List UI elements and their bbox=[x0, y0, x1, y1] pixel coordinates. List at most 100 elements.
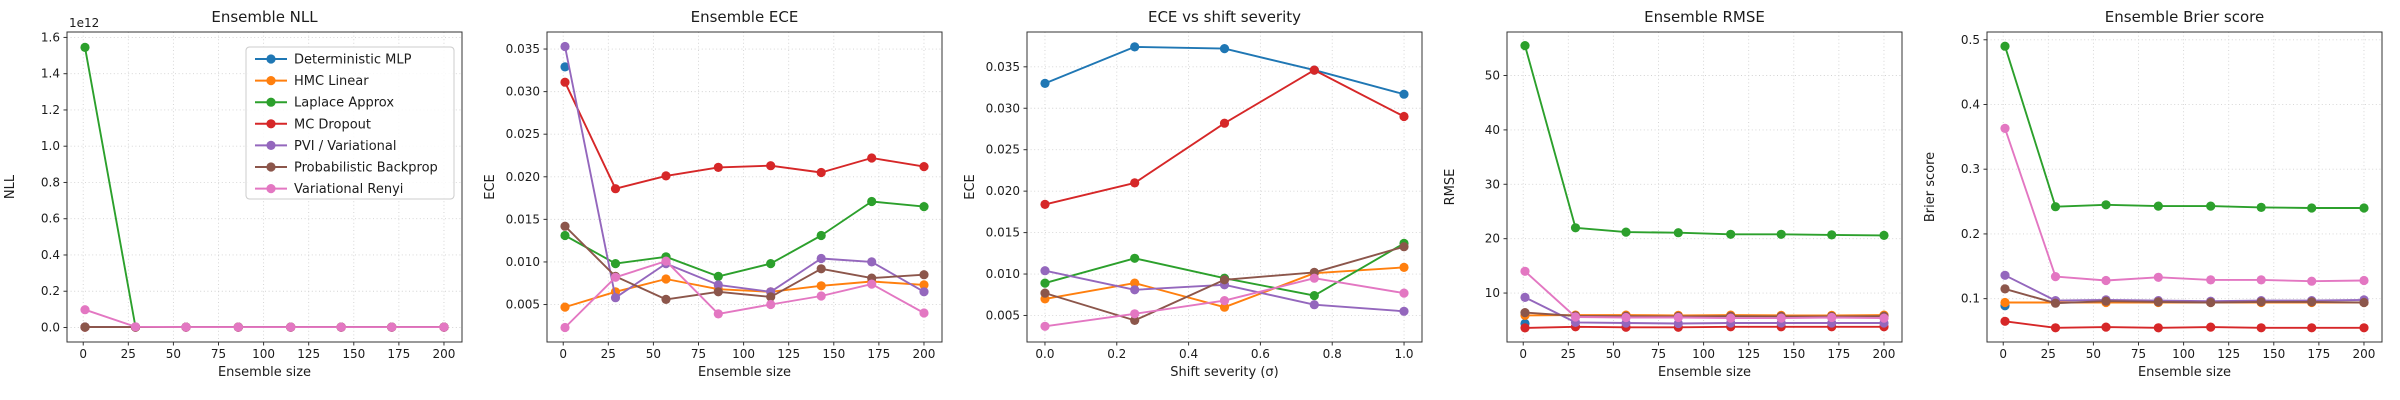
svg-text:50: 50 bbox=[1485, 69, 1500, 83]
y-axis-ticks: 0.005 0.010 0.015 0.020 0.025 0.030 0.035 bbox=[506, 42, 547, 312]
svg-text:200: 200 bbox=[433, 347, 456, 361]
svg-text:25: 25 bbox=[1561, 347, 1576, 361]
data-point-marker bbox=[2359, 323, 2369, 333]
data-point-marker bbox=[1399, 89, 1409, 99]
svg-text:25: 25 bbox=[601, 347, 616, 361]
data-point-marker bbox=[1879, 313, 1889, 323]
svg-text:0.6: 0.6 bbox=[1251, 347, 1270, 361]
data-point-marker bbox=[1520, 41, 1530, 51]
data-point-marker bbox=[2153, 297, 2163, 307]
data-point-marker bbox=[2000, 297, 2010, 308]
svg-text:0.6: 0.6 bbox=[41, 212, 60, 226]
svg-text:150: 150 bbox=[342, 347, 365, 361]
data-point-marker bbox=[1040, 199, 1050, 209]
y-axis-label: ECE bbox=[483, 174, 498, 200]
legend-entry-hmc-linear: HMC Linear bbox=[255, 74, 369, 89]
legend-label: PVI / Variational bbox=[294, 139, 396, 154]
data-point-marker bbox=[2256, 275, 2266, 285]
data-point-marker bbox=[560, 62, 570, 72]
svg-text:10: 10 bbox=[1485, 286, 1500, 300]
data-point-marker bbox=[867, 153, 877, 163]
data-point-marker bbox=[1399, 306, 1409, 316]
data-point-marker bbox=[1399, 242, 1409, 252]
data-point-marker bbox=[1219, 44, 1230, 54]
legend-marker-icon bbox=[266, 140, 276, 150]
series-mc-dropout bbox=[1040, 65, 1409, 209]
data-point-marker bbox=[2359, 203, 2369, 213]
legend-entry-laplace-approx: Laplace Approx bbox=[255, 96, 394, 111]
series-mc-dropout bbox=[560, 77, 929, 194]
data-point-marker bbox=[867, 257, 877, 267]
data-point-marker bbox=[1130, 42, 1140, 52]
legend-box bbox=[245, 46, 455, 200]
svg-text:25: 25 bbox=[2041, 347, 2056, 361]
data-point-marker bbox=[766, 259, 776, 269]
data-point-marker bbox=[1130, 178, 1140, 188]
x-axis-label: Ensemble size bbox=[1658, 365, 1751, 380]
svg-text:1.4: 1.4 bbox=[41, 67, 60, 81]
data-point-marker bbox=[919, 162, 929, 172]
data-point-marker bbox=[2359, 297, 2369, 308]
svg-text:1.0: 1.0 bbox=[41, 139, 60, 153]
data-point-marker bbox=[661, 274, 671, 284]
data-point-marker bbox=[80, 305, 90, 315]
legend-entry-mc-dropout: MC Dropout bbox=[255, 117, 371, 132]
data-point-marker bbox=[1673, 312, 1683, 323]
svg-text:20: 20 bbox=[1485, 232, 1500, 246]
chart-svg: 0 25 50 75 100 125 150 175 200 10 20 30 40 50 Ensemble… bbox=[1440, 0, 1920, 400]
x-axis-ticks: 0 25 50 75 100 125 150 175 200 bbox=[559, 342, 935, 361]
series-variational-renyi bbox=[2000, 123, 2369, 286]
legend-marker-icon bbox=[266, 97, 276, 107]
chart-svg: 0.0 0.2 0.4 0.6 0.8 1.00.0050.0100.0150.0200.… bbox=[960, 0, 1440, 400]
data-point-marker bbox=[661, 171, 671, 181]
svg-text:175: 175 bbox=[1827, 347, 1850, 361]
svg-text:0.005: 0.005 bbox=[506, 298, 540, 312]
svg-text:150: 150 bbox=[822, 347, 845, 361]
data-point-marker bbox=[1219, 302, 1230, 312]
svg-text:125: 125 bbox=[1737, 347, 1760, 361]
svg-text:0.010: 0.010 bbox=[986, 267, 1020, 281]
data-point-marker bbox=[2101, 296, 2111, 306]
data-point-marker bbox=[2256, 202, 2266, 212]
svg-text:50: 50 bbox=[1606, 347, 1621, 361]
data-point-marker bbox=[816, 291, 826, 301]
data-point-marker bbox=[816, 230, 826, 241]
data-point-marker bbox=[1570, 223, 1581, 233]
svg-text:0.4: 0.4 bbox=[1961, 97, 1980, 111]
legend-label: Deterministic MLP bbox=[294, 53, 412, 68]
y-axis-label: ECE bbox=[963, 174, 978, 200]
y-axis-ticks: 0.1 0.2 0.3 0.4 0.5 bbox=[1961, 33, 1987, 306]
y-axis-ticks: 0.0 0.2 0.4 0.6 0.8 1.0 1.2 1.4 1.6 bbox=[41, 30, 67, 334]
data-point-marker bbox=[80, 322, 90, 332]
data-point-marker bbox=[1130, 253, 1140, 263]
svg-text:0.005: 0.005 bbox=[986, 308, 1020, 322]
legend-label: Variational Renyi bbox=[294, 182, 403, 197]
svg-text:75: 75 bbox=[1651, 347, 1666, 361]
data-point-marker bbox=[610, 259, 621, 269]
data-point-marker bbox=[1040, 78, 1050, 88]
svg-text:200: 200 bbox=[913, 347, 936, 361]
data-point-marker bbox=[1776, 229, 1786, 239]
chart-title: Ensemble NLL bbox=[211, 8, 318, 26]
svg-text:150: 150 bbox=[2262, 347, 2285, 361]
svg-text:0.2: 0.2 bbox=[1961, 227, 1980, 241]
svg-text:175: 175 bbox=[867, 347, 890, 361]
series-laplace-approx bbox=[1520, 41, 1889, 240]
chart-ensemble-ece: 0 25 50 75 100 125 150 175 200 0.005 0.010 0.015 0.0… bbox=[480, 0, 960, 400]
svg-text:150: 150 bbox=[1782, 347, 1805, 361]
svg-text:0: 0 bbox=[1519, 347, 1527, 361]
data-point-marker bbox=[2307, 276, 2317, 286]
x-axis-ticks: 0 25 50 75 100 125 150 175 200 bbox=[1999, 342, 2375, 361]
data-point-marker bbox=[766, 292, 776, 302]
svg-text:0.4: 0.4 bbox=[1179, 347, 1198, 361]
data-point-marker bbox=[1570, 312, 1581, 322]
series-probabilistic-backprop bbox=[2000, 284, 2369, 308]
svg-text:0.020: 0.020 bbox=[506, 170, 540, 184]
chart-ensemble-rmse: 0 25 50 75 100 125 150 175 200 10 20 30 40 50 Ensemble… bbox=[1440, 0, 1920, 400]
svg-text:0.030: 0.030 bbox=[506, 85, 540, 99]
data-point-marker bbox=[2050, 202, 2061, 212]
data-point-marker bbox=[1309, 65, 1319, 75]
legend-marker-icon bbox=[266, 184, 276, 194]
data-point-marker bbox=[713, 280, 723, 290]
data-point-marker bbox=[610, 293, 621, 303]
